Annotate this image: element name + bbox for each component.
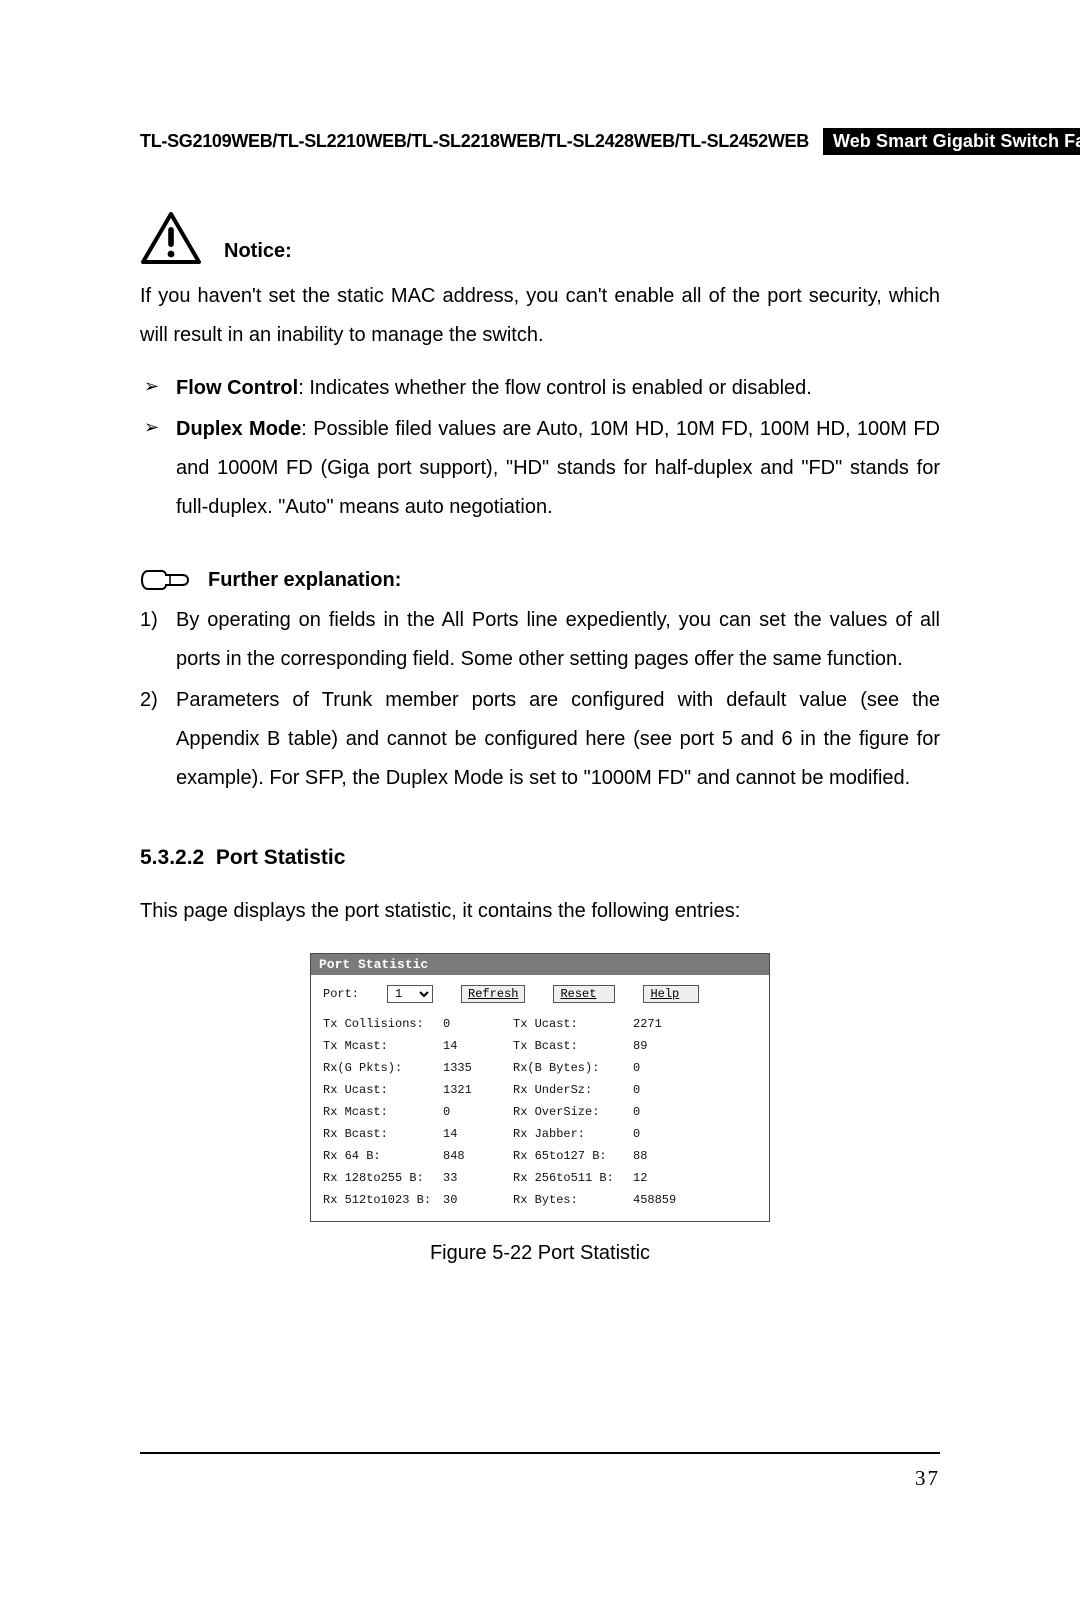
page-header: TL-SG2109WEB/TL-SL2210WEB/TL-SL2218WEB/T… [140, 128, 940, 155]
stat-value: 0 [633, 1061, 693, 1075]
warning-triangle-icon [140, 211, 202, 265]
header-title: Web Smart Gigabit Switch Family User's G… [823, 128, 1080, 155]
stat-value: 1335 [443, 1061, 513, 1075]
stat-value: 1321 [443, 1083, 513, 1097]
screenshot-controls: Port: 1 Refresh Reset Help [311, 975, 769, 1013]
bullet-flow-control: Flow Control: Indicates whether the flow… [140, 369, 940, 408]
stat-value: 12 [633, 1171, 693, 1185]
page-footer: 37 [140, 1452, 940, 1491]
stat-key: Rx 256to511 B: [513, 1171, 633, 1185]
page-content: TL-SG2109WEB/TL-SL2210WEB/TL-SL2218WEB/T… [140, 128, 940, 1265]
numbered-item-1: By operating on fields in the All Ports … [140, 601, 940, 679]
stat-value: 14 [443, 1127, 513, 1141]
figure-wrap: Port Statistic Port: 1 Refresh Reset Hel… [140, 953, 940, 1265]
bullet-duplex-mode: Duplex Mode: Possible filed values are A… [140, 410, 940, 527]
help-button[interactable]: Help [643, 985, 699, 1003]
stat-key: Rx Bcast: [323, 1127, 443, 1141]
stat-key: Tx Bcast: [513, 1039, 633, 1053]
stat-key: Rx 65to127 B: [513, 1149, 633, 1163]
duplex-mode-label: Duplex Mode [176, 418, 301, 440]
notice-heading-row: Notice: [140, 211, 940, 265]
header-models: TL-SG2109WEB/TL-SL2210WEB/TL-SL2218WEB/T… [140, 128, 823, 155]
stat-key: Tx Collisions: [323, 1017, 443, 1031]
stat-key: Tx Mcast: [323, 1039, 443, 1053]
stat-value: 0 [443, 1017, 513, 1031]
stat-value: 89 [633, 1039, 693, 1053]
stat-value: 0 [633, 1127, 693, 1141]
port-statistic-screenshot: Port Statistic Port: 1 Refresh Reset Hel… [310, 953, 770, 1222]
stat-key: Rx(B Bytes): [513, 1061, 633, 1075]
stat-key: Rx 512to1023 B: [323, 1193, 443, 1207]
stat-key: Rx Ucast: [323, 1083, 443, 1097]
port-select[interactable]: 1 [387, 985, 433, 1003]
section-intro: This page displays the port statistic, i… [140, 892, 940, 931]
stat-key: Rx 64 B: [323, 1149, 443, 1163]
stat-value: 458859 [633, 1193, 693, 1207]
further-heading-row: Further explanation: [140, 567, 940, 593]
stats-grid: Tx Collisions:0Tx Ucast:2271Tx Mcast:14T… [311, 1013, 769, 1221]
section-title: Port Statistic [216, 846, 346, 869]
pointing-hand-icon [140, 567, 190, 593]
notice-label: Notice: [224, 240, 292, 265]
stat-key: Rx OverSize: [513, 1105, 633, 1119]
port-label: Port: [323, 987, 359, 1001]
further-label: Further explanation: [208, 569, 401, 592]
stat-key: Tx Ucast: [513, 1017, 633, 1031]
numbered-item-2: Parameters of Trunk member ports are con… [140, 681, 940, 798]
stat-value: 14 [443, 1039, 513, 1053]
stat-key: Rx Bytes: [513, 1193, 633, 1207]
stat-key: Rx 128to255 B: [323, 1171, 443, 1185]
stat-value: 88 [633, 1149, 693, 1163]
flow-control-text: : Indicates whether the flow control is … [298, 377, 812, 399]
stat-value: 33 [443, 1171, 513, 1185]
stat-value: 0 [633, 1105, 693, 1119]
refresh-button[interactable]: Refresh [461, 985, 525, 1003]
section-number: 5.3.2.2 [140, 846, 204, 869]
stat-value: 0 [443, 1105, 513, 1119]
stat-key: Rx Mcast: [323, 1105, 443, 1119]
screenshot-title: Port Statistic [311, 954, 769, 975]
stat-value: 30 [443, 1193, 513, 1207]
stat-key: Rx Jabber: [513, 1127, 633, 1141]
notice-text: If you haven't set the static MAC addres… [140, 277, 940, 355]
bullet-list: Flow Control: Indicates whether the flow… [140, 369, 940, 527]
stat-key: Rx UnderSz: [513, 1083, 633, 1097]
section-heading: 5.3.2.2 Port Statistic [140, 846, 940, 870]
flow-control-label: Flow Control [176, 377, 298, 399]
stat-value: 2271 [633, 1017, 693, 1031]
stat-value: 848 [443, 1149, 513, 1163]
figure-caption: Figure 5-22 Port Statistic [430, 1242, 650, 1265]
numbered-list: By operating on fields in the All Ports … [140, 601, 940, 798]
reset-button[interactable]: Reset [553, 985, 615, 1003]
stat-value: 0 [633, 1083, 693, 1097]
page-number: 37 [915, 1466, 940, 1490]
stat-key: Rx(G Pkts): [323, 1061, 443, 1075]
